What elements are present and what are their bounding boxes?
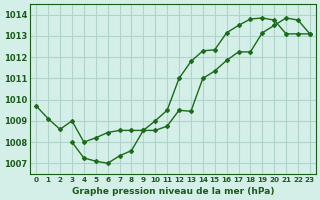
X-axis label: Graphe pression niveau de la mer (hPa): Graphe pression niveau de la mer (hPa) [72,187,274,196]
